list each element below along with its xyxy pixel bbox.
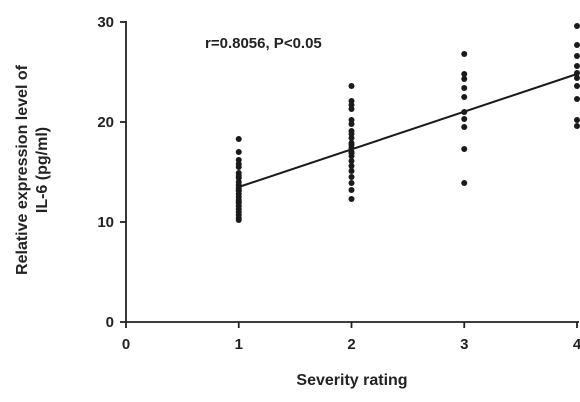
x-tick-label: 2	[347, 336, 355, 353]
y-axis-title: Relative expression level of IL-6 (pg/ml…	[14, 64, 51, 275]
data-point	[348, 131, 355, 137]
data-points	[235, 23, 580, 223]
data-point	[348, 174, 355, 180]
data-point	[574, 42, 580, 48]
y-axis-title-line-1: Relative expression level of	[14, 64, 31, 275]
data-point	[235, 217, 242, 223]
correlation-annotation: r=0.8056, P<0.05	[205, 35, 322, 52]
data-point	[461, 124, 468, 130]
y-axis-title-line-2: IL-6 (pg/ml)	[34, 127, 51, 213]
data-point	[461, 76, 468, 82]
data-point	[235, 199, 242, 205]
x-tick-label: 4	[573, 336, 580, 353]
x-axis-ticks: 0 1 2 3 4	[122, 322, 580, 353]
data-point	[348, 83, 355, 89]
data-point	[461, 146, 468, 152]
y-axis-ticks: 0 10 20 30	[97, 14, 126, 331]
data-point	[574, 75, 580, 81]
regression-line	[238, 73, 578, 188]
y-tick-label: 20	[97, 114, 114, 131]
data-point	[574, 83, 580, 89]
data-point	[461, 51, 468, 57]
data-point	[235, 161, 242, 167]
data-point	[574, 63, 580, 69]
data-point	[461, 85, 468, 91]
x-axis-title: Severity rating	[296, 372, 407, 389]
data-point	[574, 23, 580, 29]
x-tick-label: 0	[122, 336, 130, 353]
data-point	[348, 142, 355, 148]
data-point	[235, 187, 242, 193]
y-tick-label: 10	[97, 214, 114, 231]
data-point	[348, 158, 355, 164]
data-point	[461, 94, 468, 100]
data-point	[574, 117, 580, 123]
data-point	[461, 180, 468, 186]
data-point	[235, 173, 242, 179]
data-point	[348, 180, 355, 186]
data-point	[348, 102, 355, 108]
data-point	[348, 163, 355, 169]
data-point	[574, 96, 580, 102]
data-point	[348, 196, 355, 202]
data-point	[461, 116, 468, 122]
x-tick-label: 3	[460, 336, 468, 353]
y-tick-label: 0	[106, 314, 114, 331]
data-point	[348, 150, 355, 156]
data-point	[348, 187, 355, 193]
data-point	[235, 149, 242, 155]
data-point	[461, 71, 468, 77]
data-point	[574, 123, 580, 129]
data-point	[574, 53, 580, 59]
x-tick-label: 1	[235, 336, 243, 353]
data-point	[348, 121, 355, 127]
y-tick-label: 30	[97, 14, 114, 31]
data-point	[235, 136, 242, 142]
data-point	[348, 168, 355, 174]
